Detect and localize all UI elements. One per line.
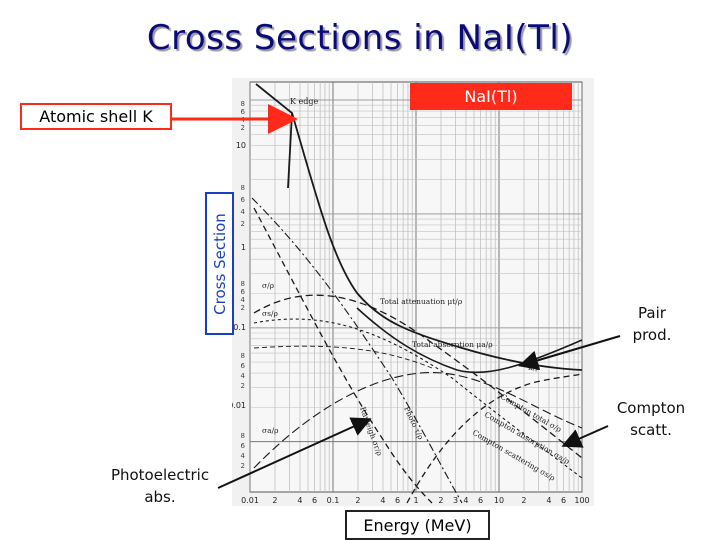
sigma-s-rho-label: σs/ρ <box>262 309 278 318</box>
y-minor-label: 4 <box>241 372 246 380</box>
y-minor-label: 8 <box>241 352 245 360</box>
photo-line-1: Photoelectric <box>110 466 210 484</box>
curve-rayleigh <box>251 197 463 504</box>
y-minor-label: 2 <box>241 462 245 470</box>
y-decade-label: 1 <box>241 243 246 252</box>
y-minor-label: 2 <box>241 382 245 390</box>
x-tick-label: 2 <box>521 496 526 505</box>
y-axis-label-box: Cross Section <box>205 192 234 335</box>
y-minor-label: 6 <box>241 442 246 450</box>
y-decade-label: 10 <box>236 141 246 150</box>
pair-curve-label: κ/ρ <box>528 363 540 372</box>
y-minor-label: 8 <box>241 100 245 108</box>
x-tick-label: 6 <box>312 496 317 505</box>
y-minor-label: 8 <box>241 432 245 440</box>
x-tick-label: 6 <box>395 496 400 505</box>
curve-compton-total <box>253 294 583 459</box>
y-minor-label: 4 <box>241 116 246 124</box>
pair-production-label: Pair prod. <box>622 302 682 346</box>
curve-photo <box>253 207 433 504</box>
x-tick-label: 0.01 <box>241 496 259 505</box>
y-minor-label: 2 <box>241 304 245 312</box>
y-minor-label: 4 <box>241 208 246 216</box>
y-minor-label: 6 <box>241 196 246 204</box>
x-tick-label: 6 <box>478 496 483 505</box>
y-minor-label: 6 <box>241 108 246 116</box>
y-decade-label: 0.1 <box>233 323 246 332</box>
sigma-a-rho-label: σa/ρ <box>262 426 279 435</box>
x-tick-label: 4 <box>297 496 302 505</box>
x-axis-label: Energy (MeV) <box>345 510 490 540</box>
cross-section-plot: 0.012460.124612346102461001010.10.012468… <box>228 78 594 506</box>
sigma-rho-label: σ/ρ <box>262 281 275 290</box>
y-minor-label: 6 <box>241 362 246 370</box>
x-tick-label: 2 <box>355 496 360 505</box>
page-title: Cross Sections in NaI(Tl) <box>146 18 574 58</box>
y-minor-label: 8 <box>241 184 245 192</box>
y-minor-label: 2 <box>241 220 245 228</box>
y-minor-label: 2 <box>241 124 245 132</box>
total-absorption-label: Total absorption μa/ρ <box>412 340 493 349</box>
plot-svg: 0.012460.124612346102461001010.10.012468… <box>228 81 590 505</box>
pair-line-2: prod. <box>632 326 672 344</box>
y-axis-label: Cross Section <box>210 212 229 315</box>
x-tick-label: 3 <box>453 496 458 505</box>
x-tick-label: 2 <box>272 496 277 505</box>
curve-pair <box>406 373 583 504</box>
y-minor-label: 6 <box>241 288 246 296</box>
x-tick-label: 6 <box>561 496 566 505</box>
pair-line-1: Pair <box>638 304 666 322</box>
x-tick-label: 10 <box>494 496 504 505</box>
x-tick-label: 1 <box>413 496 418 505</box>
x-tick-label: 4 <box>463 496 468 505</box>
y-minor-label: 4 <box>241 296 246 304</box>
curve-sigma-s <box>253 345 433 369</box>
x-tick-label: 4 <box>546 496 551 505</box>
y-decade-label: 0.01 <box>232 401 246 410</box>
x-tick-label: 100 <box>574 496 589 505</box>
compton-line-2: scatt. <box>630 421 672 439</box>
total-attenuation-label: Total attenuation μt/ρ <box>380 297 463 306</box>
y-minor-label: 8 <box>241 280 245 288</box>
compton-line-1: Compton <box>616 399 686 417</box>
compton-scatter-label: Compton scatt. <box>608 397 694 441</box>
photo-line-2: abs. <box>144 488 176 506</box>
material-label: NaI(Tl) <box>410 83 572 110</box>
curve-compton-scattering <box>253 318 583 479</box>
atomic-shell-label: Atomic shell K <box>20 103 172 130</box>
y-minor-label: 4 <box>241 452 246 460</box>
x-tick-label: 0.1 <box>327 496 340 505</box>
photoelectric-label: Photoelectric abs. <box>100 464 220 508</box>
x-tick-label: 4 <box>380 496 385 505</box>
x-tick-label: 2 <box>438 496 443 505</box>
k-edge-label: K edge <box>290 97 318 106</box>
